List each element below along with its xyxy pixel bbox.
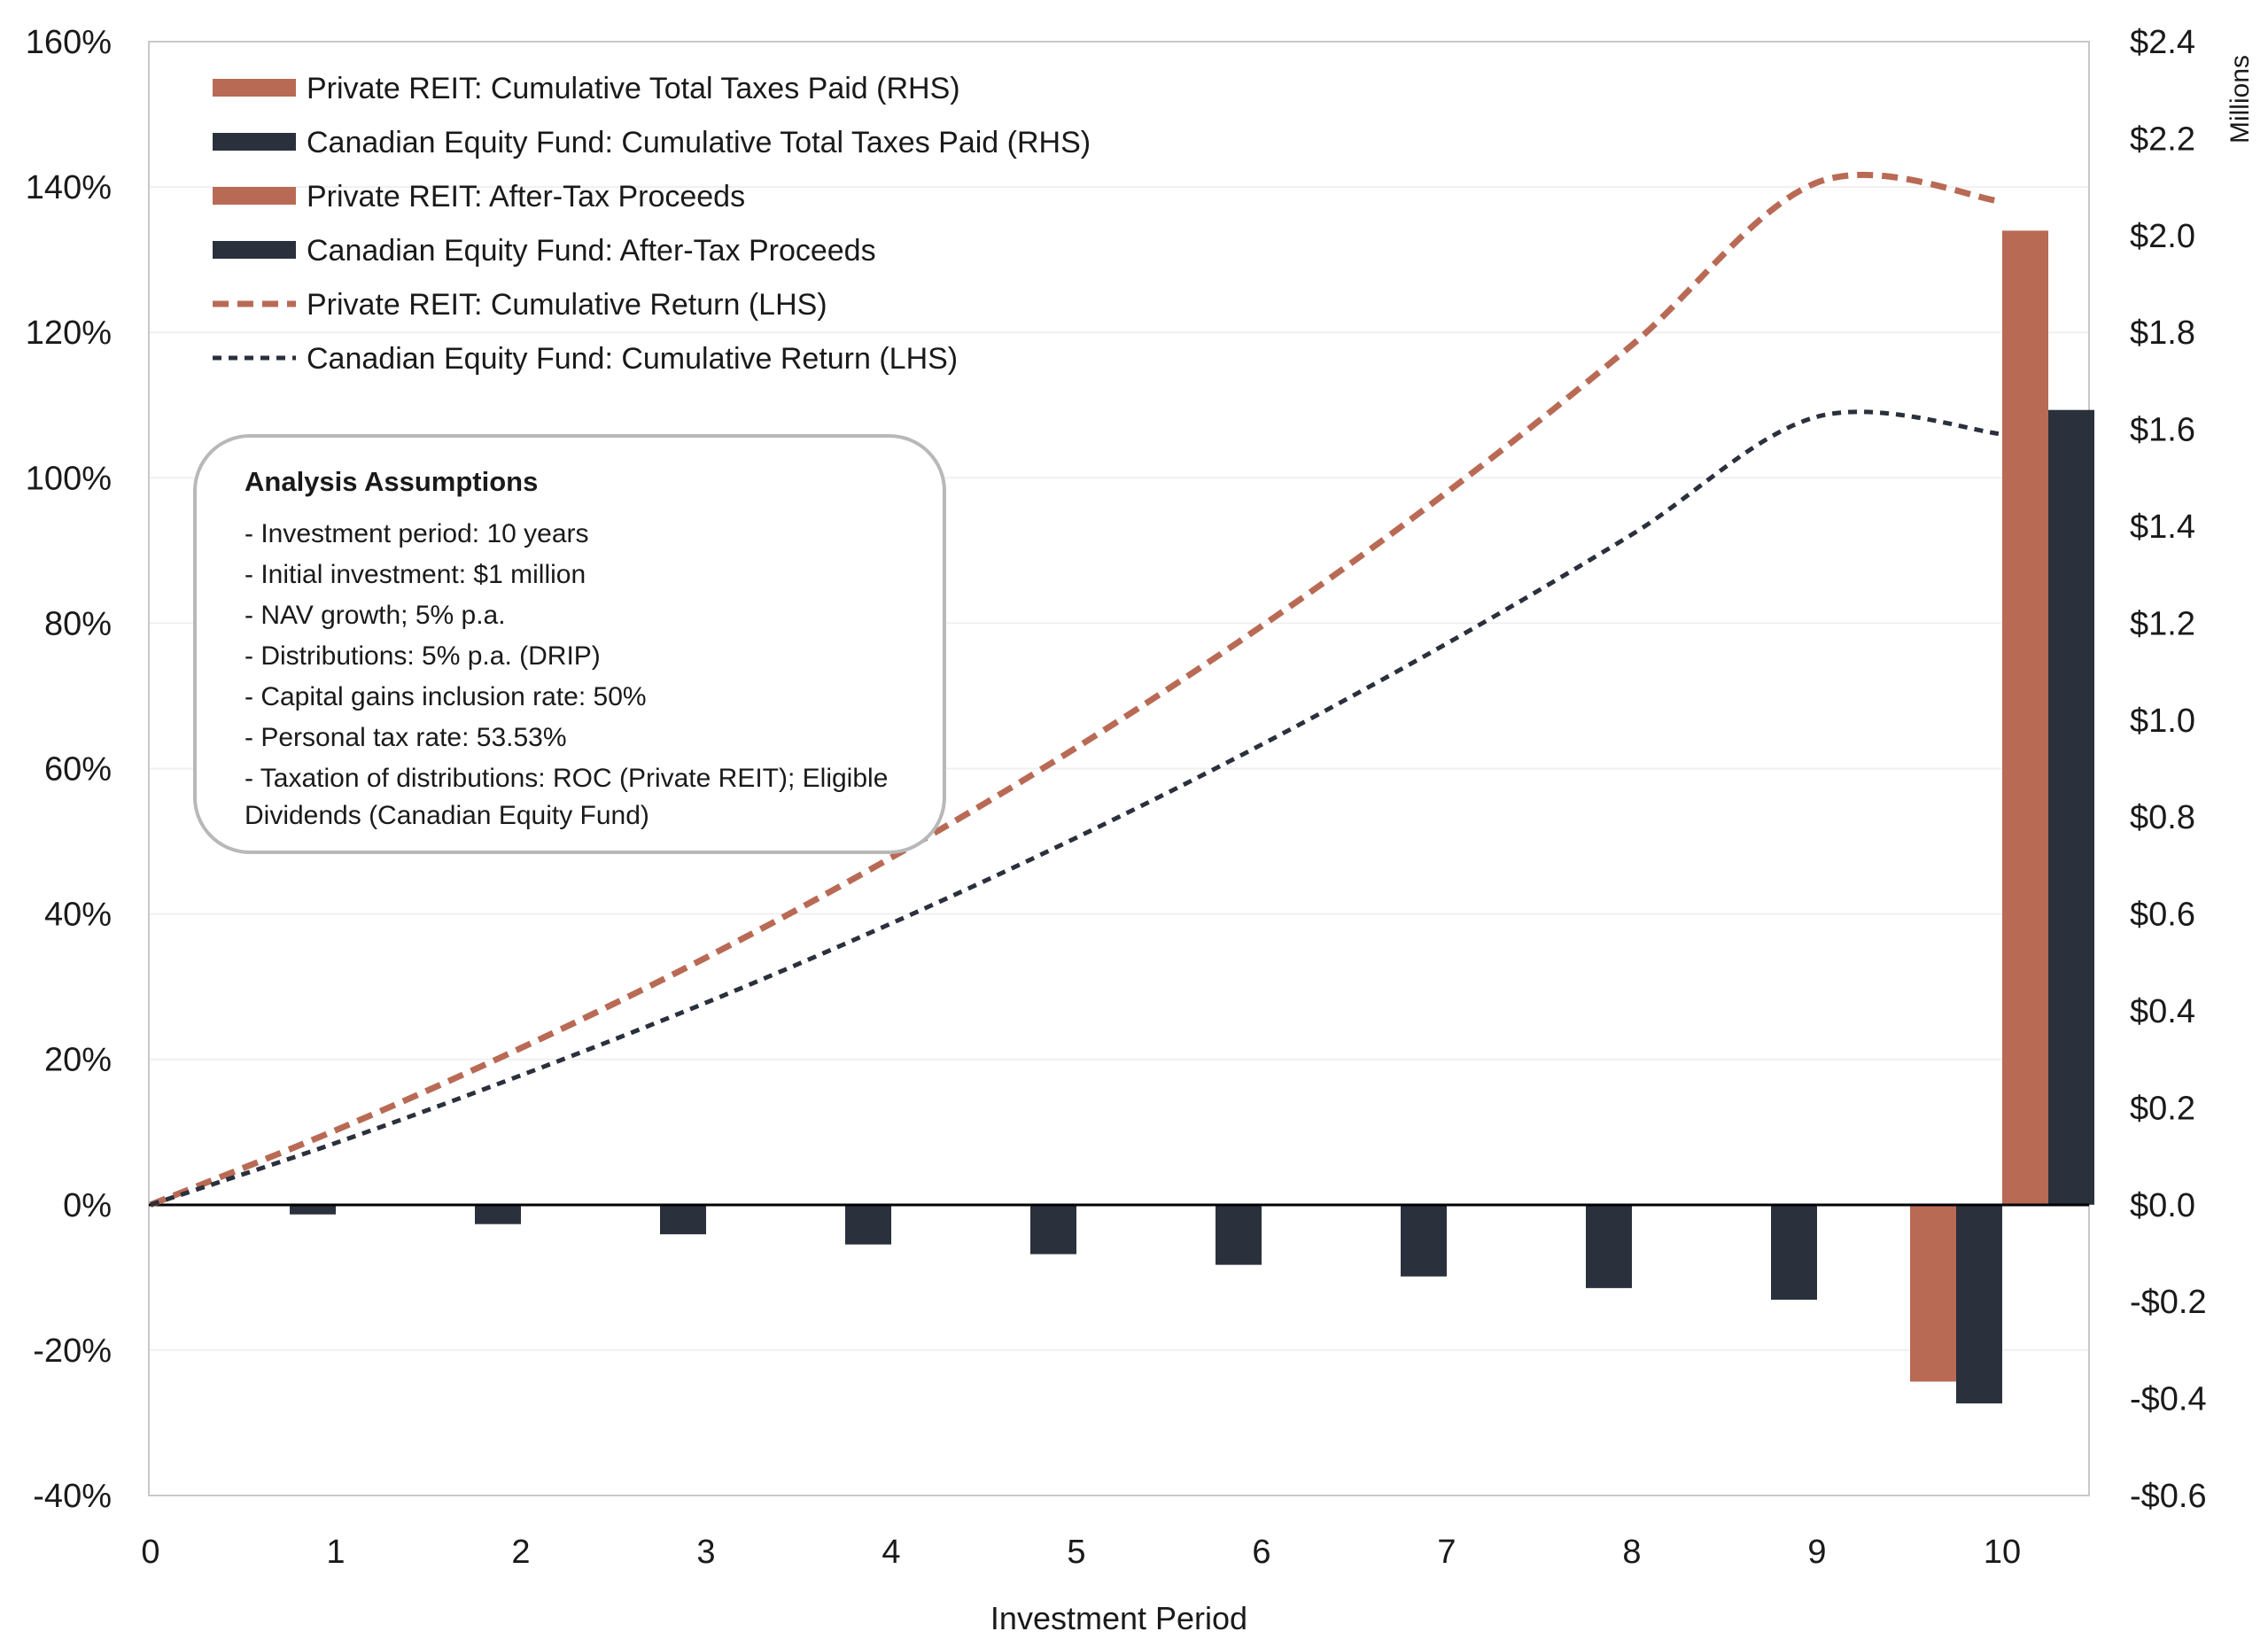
legend-label: Private REIT: Cumulative Return (LHS) <box>307 288 827 322</box>
right-tick-label: $2.0 <box>2130 218 2195 255</box>
legend-label: Private REIT: Cumulative Total Taxes Pai… <box>307 72 960 105</box>
bar <box>1401 1204 1447 1277</box>
line-series <box>149 172 2003 1208</box>
left-tick-label: 60% <box>44 751 112 789</box>
legend-label: Canadian Equity Fund: After-Tax Proceeds <box>307 234 876 268</box>
assumption-item: - Initial investment: $1 million <box>245 560 586 589</box>
left-tick-label: 0% <box>63 1187 112 1224</box>
left-tick-label: 20% <box>44 1042 112 1079</box>
bar <box>845 1204 891 1245</box>
right-tick-label: $0.4 <box>2130 993 2195 1030</box>
right-tick-label: $2.4 <box>2130 24 2195 61</box>
x-tick-label: 4 <box>882 1534 900 1571</box>
assumption-item: - Distributions: 5% p.a. (DRIP) <box>245 641 601 671</box>
legend-label: Canadian Equity Fund: Cumulative Total T… <box>307 126 1091 159</box>
right-tick-label: $1.4 <box>2130 509 2195 546</box>
bar <box>290 1204 336 1215</box>
x-tick-label: 1 <box>326 1534 345 1571</box>
right-tick-label: $0.6 <box>2130 897 2195 934</box>
x-tick-label: 2 <box>511 1534 530 1571</box>
analysis-assumptions-box: Analysis Assumptions - Investment period… <box>193 434 946 854</box>
bar <box>475 1204 521 1224</box>
legend-label: Private REIT: After-Tax Proceeds <box>307 180 745 214</box>
left-tick-label: 120% <box>26 315 112 352</box>
x-tick-label: 7 <box>1437 1534 1456 1571</box>
bar <box>1586 1204 1632 1288</box>
right-tick-label: $1.0 <box>2130 703 2195 740</box>
left-tick-label: -40% <box>33 1478 112 1515</box>
left-tick-label: 40% <box>44 897 112 934</box>
x-tick-label: 9 <box>1807 1534 1826 1571</box>
x-tick-label: 6 <box>1252 1534 1270 1571</box>
right-tick-label: -$0.4 <box>2130 1381 2207 1418</box>
bar <box>1956 1204 2002 1404</box>
assumption-item: - Personal tax rate: 53.53% <box>245 723 567 752</box>
assumption-item: - Capital gains inclusion rate: 50% <box>245 682 647 711</box>
bar <box>1771 1204 1817 1301</box>
x-axis-title: Investment Period <box>990 1600 1247 1636</box>
return-lines <box>149 172 2003 1208</box>
assumptions-title: Analysis Assumptions <box>245 466 539 497</box>
bar <box>1910 1204 1956 1382</box>
assumption-item: - Taxation of distributions: ROC (Privat… <box>245 764 889 830</box>
legend-swatch <box>213 187 296 205</box>
right-axis-units-label: Millions <box>2225 55 2255 144</box>
bar <box>1030 1204 1076 1255</box>
left-tick-label: 160% <box>26 24 112 61</box>
x-axis-tick-labels: 0 1 2 3 4 5 6 7 8 9 10 <box>141 1534 2021 1571</box>
right-tick-label: -$0.2 <box>2130 1284 2207 1321</box>
x-tick-label: 0 <box>141 1534 159 1571</box>
left-axis-tick-labels: -40% -20% 0% 20% 40% 60% 80% 100% 120% 140% 160% <box>26 24 112 1515</box>
line-series <box>150 409 2003 1208</box>
right-tick-label: $0.0 <box>2130 1187 2195 1224</box>
x-tick-label: 8 <box>1622 1534 1641 1571</box>
x-tick-label: 5 <box>1067 1534 1085 1571</box>
assumption-item: - Investment period: 10 years <box>245 519 589 548</box>
right-tick-label: $0.2 <box>2130 1090 2195 1127</box>
left-tick-label: 80% <box>44 605 112 642</box>
left-tick-label: -20% <box>33 1332 112 1370</box>
x-tick-label: 3 <box>696 1534 715 1571</box>
right-tick-label: $1.8 <box>2130 315 2195 352</box>
legend: Private REIT: Cumulative Total Taxes Pai… <box>213 72 1091 376</box>
legend-label: Canadian Equity Fund: Cumulative Return … <box>307 342 958 376</box>
bar <box>2002 230 2048 1205</box>
right-tick-label: $2.2 <box>2130 120 2195 158</box>
bars <box>290 230 2094 1404</box>
right-tick-label: $0.8 <box>2130 799 2195 836</box>
legend-swatch <box>213 79 296 97</box>
legend-swatch <box>213 241 296 259</box>
left-tick-label: 140% <box>26 169 112 206</box>
right-tick-label: -$0.6 <box>2130 1478 2207 1515</box>
right-tick-label: $1.2 <box>2130 605 2195 642</box>
bar <box>2048 409 2094 1205</box>
left-tick-label: 100% <box>26 460 112 497</box>
assumption-item: - NAV growth; 5% p.a. <box>245 601 506 630</box>
bar <box>660 1204 706 1235</box>
bar <box>1216 1204 1262 1265</box>
legend-swatch <box>213 133 296 151</box>
right-tick-label: $1.6 <box>2130 412 2195 449</box>
x-tick-label: 10 <box>1984 1534 2021 1571</box>
right-axis-tick-labels: -$0.6 -$0.4 -$0.2 $0.0 $0.2 $0.4 $0.6 $0.8 $1.0 $… <box>2130 24 2207 1515</box>
assumptions-list: - Investment period: 10 years - Initial … <box>245 516 898 835</box>
